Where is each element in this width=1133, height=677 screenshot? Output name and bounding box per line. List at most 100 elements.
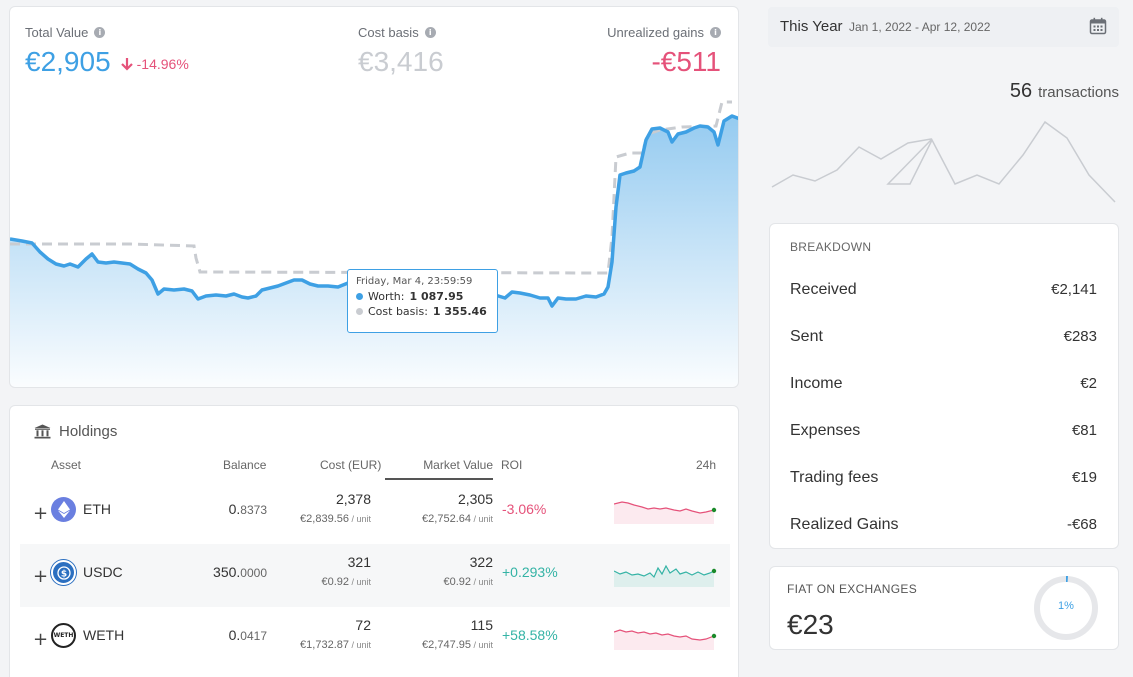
breakdown-label: Expenses [790,422,861,439]
worth-legend-dot [356,293,363,300]
date-range-selector[interactable]: This Year Jan 1, 2022 - Apr 12, 2022 [768,7,1119,47]
cost-unit-value: €0.92 [321,576,349,588]
holdings-header: Holdings [34,423,117,440]
tooltip-cost-value: 1 355.46 [432,305,487,318]
market-per-unit: €0.92 / unit [443,576,493,588]
roi-value: +58.58% [502,627,558,643]
tooltip-cost-label: Cost basis: [368,305,428,318]
balance-dec: 8373 [240,503,267,517]
column-market-value[interactable]: Market Value [385,458,493,480]
range-label: This Year [780,18,843,35]
cost-per-unit: €1,732.87 / unit [300,639,371,651]
fiat-title: FIAT ON EXCHANGES [787,582,918,596]
asset-symbol: ETH [83,501,111,517]
unit-suffix: / unit [348,514,371,524]
breakdown-value: €81 [1071,422,1097,439]
tooltip-worth-label: Worth: [368,290,405,303]
asset-symbol: USDC [83,564,123,580]
asset-balance: 0.0417 [229,627,267,643]
worth-area [10,116,738,387]
fiat-percent: 1% [1058,600,1074,612]
market-unit-value: €2,752.64 [422,513,471,525]
cost-per-unit: €0.92 / unit [321,576,371,588]
holding-row-weth[interactable]: + WETH WETH 0.0417 72 €1,732.87 / unit 1… [20,607,730,670]
holding-row-usdc[interactable]: + $ USDC 350.0000 321 €0.92 / unit 322 €… [20,544,730,607]
market-per-unit: €2,752.64 / unit [422,513,493,525]
column-balance[interactable]: Balance [223,458,267,472]
unrealized-gains-value: -€511 [651,46,721,77]
unit-suffix: / unit [470,514,493,524]
svg-text:$: $ [60,569,66,579]
balance-dec: 0000 [240,566,267,580]
cost-value: 72 [355,617,371,633]
balance-int: 350. [213,564,241,580]
sparkline-24h [614,501,717,524]
total-value-label: Total Value [25,25,89,40]
cost-legend-dot [356,308,363,315]
total-change: -14.96% [120,56,189,72]
bank-icon [34,424,51,439]
unit-suffix: / unit [348,577,371,587]
cost-unit-value: €1,732.87 [300,639,349,651]
tooltip-date: Friday, Mar 4, 23:59:59 [356,276,473,287]
expand-icon[interactable]: + [33,566,49,587]
asset-balance: 350.0000 [213,564,267,580]
unit-suffix: / unit [470,640,493,650]
arrow-down-icon [120,58,133,71]
breakdown-sent: Sent €283 [790,328,1097,348]
asset-balance: 0.8373 [229,501,267,517]
weth-icon: WETH [51,623,76,648]
breakdown-received: Received €2,141 [790,281,1097,301]
holding-row-eth[interactable]: + ETH 0.8373 2,378 €2,839.56 / unit 2,30… [20,481,730,544]
market-unit-value: €0.92 [443,576,471,588]
info-icon[interactable]: i [424,27,436,38]
breakdown-label: Income [790,375,843,392]
market-value: 2,305 [457,491,493,507]
expand-icon[interactable]: + [33,503,49,524]
cost-per-unit: €2,839.56 / unit [300,513,371,525]
sparkline-24h [614,564,717,587]
eth-icon [51,497,76,522]
balance-int: 0. [228,627,241,643]
transactions-number: 56 [1009,80,1033,102]
usdc-icon: $ [51,560,76,585]
cost-basis-line [10,100,732,275]
column-cost[interactable]: Cost (EUR) [320,458,382,472]
cost-basis-stat: Cost basis i €3,416 [358,25,444,78]
expand-icon[interactable]: + [33,629,49,650]
breakdown-title: BREAKDOWN [790,240,872,254]
holdings-title: Holdings [59,423,118,440]
portfolio-card: Total Value i €2,905 -14.96% Cost basis … [9,6,739,388]
transactions-count: 56 transactions [1010,80,1119,103]
info-icon[interactable]: i [94,27,106,38]
unit-suffix: / unit [470,577,493,587]
total-change-value: -14.96% [136,56,189,72]
column-roi[interactable]: ROI [501,458,523,472]
breakdown-card: BREAKDOWN Received €2,141 Sent €283 Inco… [769,223,1119,549]
market-unit-value: €2,747.95 [422,639,471,651]
breakdown-expenses: Expenses €81 [790,422,1097,442]
market-per-unit: €2,747.95 / unit [422,639,493,651]
market-value: 115 [470,617,493,633]
cost-basis-value: €3,416 [358,46,444,77]
balance-int: 0. [228,501,241,517]
fiat-percent-donut [1034,576,1098,640]
info-icon[interactable]: i [710,27,721,38]
fiat-value: €23 [787,609,834,640]
unrealized-gains-label: Unrealized gains [607,25,704,40]
unrealized-gains-stat: Unrealized gains i -€511 [607,25,721,78]
breakdown-value: €2,141 [1051,281,1097,298]
balance-dec: 0417 [240,629,267,643]
unit-suffix: / unit [348,640,371,650]
breakdown-label: Realized Gains [790,516,899,533]
cost-value: 2,378 [335,491,371,507]
roi-value: -3.06% [502,501,547,517]
breakdown-realized-gains: Realized Gains -€68 [790,516,1097,536]
column-24h[interactable]: 24h [696,458,717,472]
column-asset[interactable]: Asset [51,458,82,472]
total-value-stat: Total Value i €2,905 -14.96% [25,25,189,78]
chart-tooltip: Friday, Mar 4, 23:59:59 Worth: 1 087.95 … [347,269,498,333]
fiat-on-exchanges-card: FIAT ON EXCHANGES €23 1% [769,566,1119,650]
calendar-icon[interactable] [1089,17,1107,35]
market-value: 322 [469,554,493,570]
